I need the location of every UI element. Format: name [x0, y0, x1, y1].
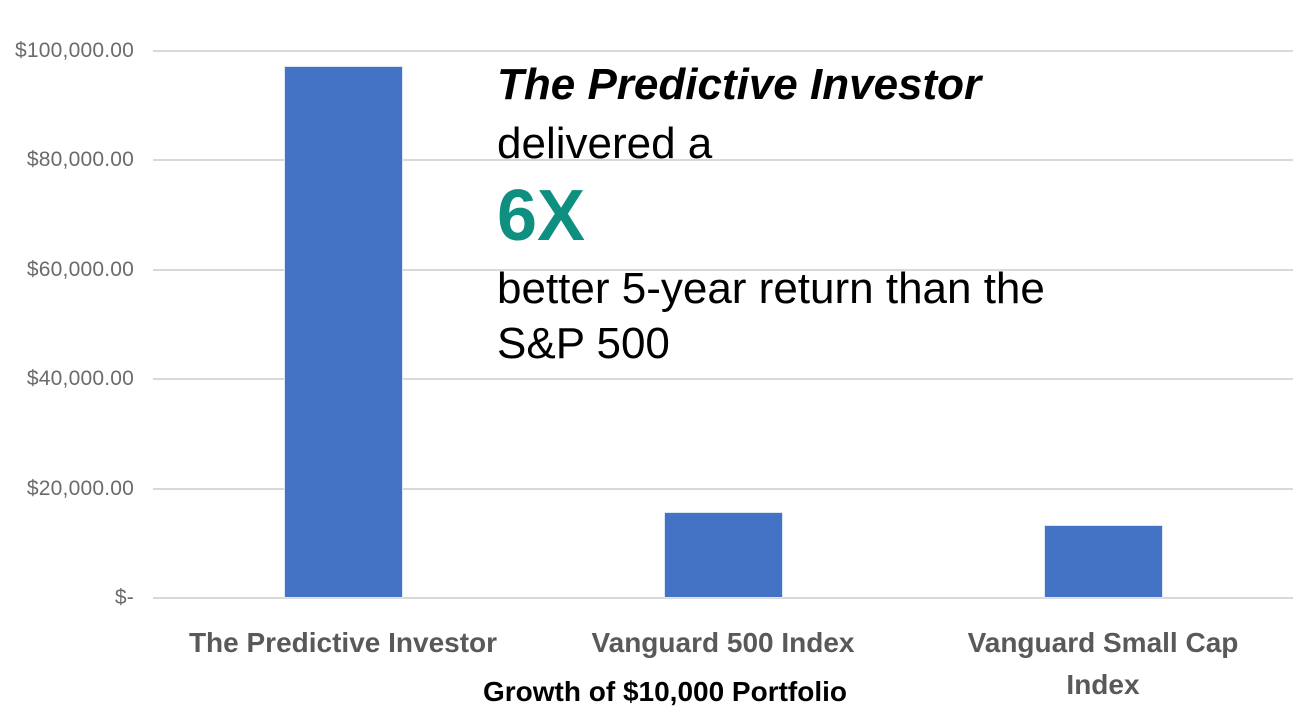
gridline [153, 50, 1293, 52]
x-axis-category-label: The Predictive Investor [153, 622, 533, 664]
gridline [153, 269, 1293, 271]
bar [1044, 525, 1163, 598]
gridline [153, 378, 1293, 380]
gridline [153, 159, 1293, 161]
x-axis-category-label-line: The Predictive Investor [188, 627, 498, 658]
gridline [153, 597, 1293, 599]
x-axis-category-label: Vanguard 500 Index [533, 622, 913, 664]
y-axis-tick-label: $60,000.00 [26, 257, 134, 281]
x-axis-category-label-line: Index [1066, 669, 1140, 700]
y-axis-tick-label: $20,000.00 [26, 476, 134, 500]
y-axis-tick-label: $100,000.00 [15, 39, 134, 62]
x-axis-category-label: Vanguard Small Cap Index [913, 622, 1293, 706]
y-axis-tick-label: $- [114, 586, 134, 609]
bar [284, 66, 403, 598]
x-axis-title: Growth of $10,000 Portfolio [482, 676, 848, 707]
bar [664, 512, 783, 598]
y-axis-tick-label: $80,000.00 [26, 148, 134, 172]
y-axis-tick-label: $40,000.00 [26, 367, 134, 391]
gridline [153, 488, 1293, 490]
x-axis-category-label-line: Vanguard Small Cap [967, 627, 1239, 658]
x-axis-category-label-line: Vanguard 500 Index [591, 627, 855, 658]
